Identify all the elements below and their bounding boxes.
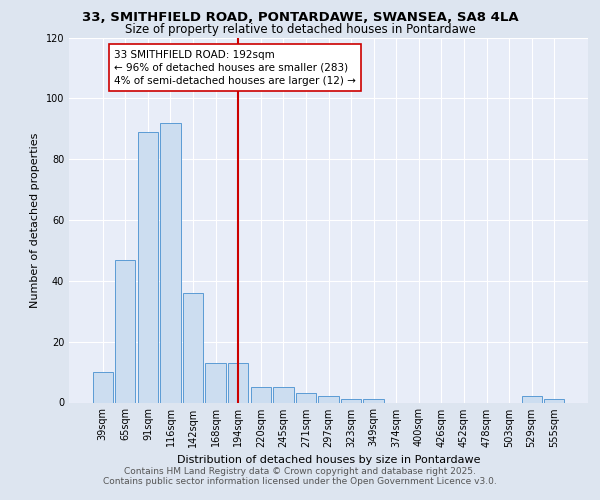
Bar xyxy=(228,363,248,403)
Text: Size of property relative to detached houses in Pontardawe: Size of property relative to detached ho… xyxy=(125,22,475,36)
Bar xyxy=(115,260,136,402)
Text: 33 SMITHFIELD ROAD: 192sqm
← 96% of detached houses are smaller (283)
4% of semi: 33 SMITHFIELD ROAD: 192sqm ← 96% of deta… xyxy=(114,50,356,86)
Bar xyxy=(341,400,361,402)
Y-axis label: Number of detached properties: Number of detached properties xyxy=(30,132,40,308)
Bar xyxy=(251,388,271,402)
Bar xyxy=(273,388,293,402)
Bar xyxy=(319,396,338,402)
Bar xyxy=(521,396,542,402)
Bar xyxy=(544,400,565,402)
Bar xyxy=(205,363,226,403)
Bar xyxy=(92,372,113,402)
Bar xyxy=(138,132,158,402)
Text: 33, SMITHFIELD ROAD, PONTARDAWE, SWANSEA, SA8 4LA: 33, SMITHFIELD ROAD, PONTARDAWE, SWANSEA… xyxy=(82,11,518,24)
Bar xyxy=(296,394,316,402)
Bar xyxy=(364,400,384,402)
Bar xyxy=(183,293,203,403)
X-axis label: Distribution of detached houses by size in Pontardawe: Distribution of detached houses by size … xyxy=(177,455,480,465)
Text: Contains public sector information licensed under the Open Government Licence v3: Contains public sector information licen… xyxy=(103,477,497,486)
Text: Contains HM Land Registry data © Crown copyright and database right 2025.: Contains HM Land Registry data © Crown c… xyxy=(124,467,476,476)
Bar xyxy=(160,122,181,402)
